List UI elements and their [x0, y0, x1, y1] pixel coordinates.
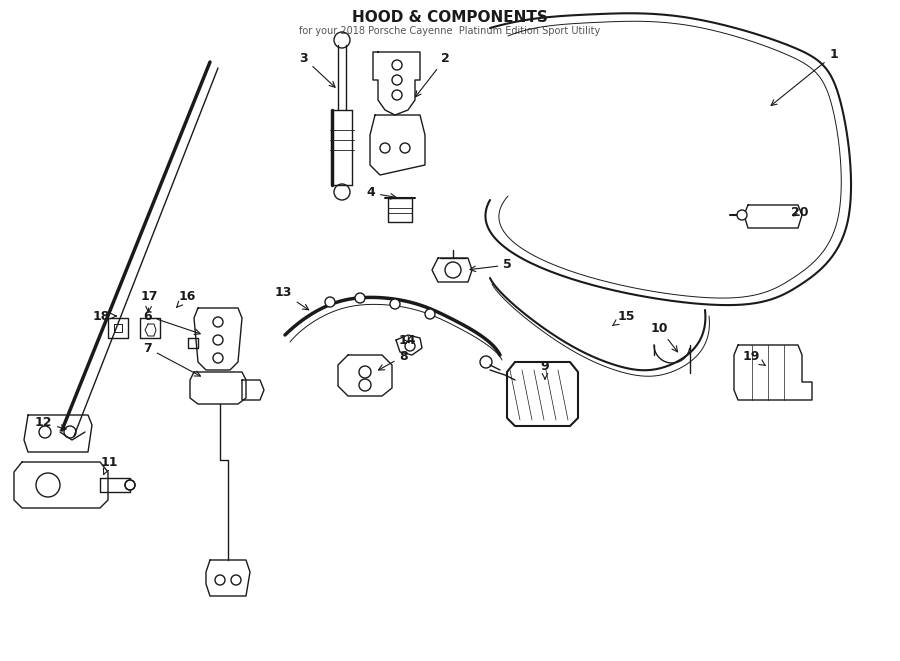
- Text: 15: 15: [612, 309, 635, 326]
- Circle shape: [390, 299, 400, 309]
- Text: 12: 12: [34, 416, 66, 430]
- Text: 6: 6: [143, 309, 200, 334]
- Text: 18: 18: [93, 309, 116, 323]
- Text: 3: 3: [300, 52, 335, 87]
- Text: 16: 16: [176, 290, 196, 307]
- Text: 8: 8: [379, 350, 408, 370]
- Text: 9: 9: [541, 360, 549, 379]
- Circle shape: [425, 309, 435, 319]
- Text: 10: 10: [651, 321, 678, 352]
- Text: 2: 2: [416, 52, 450, 97]
- Text: 19: 19: [742, 350, 765, 366]
- Text: 7: 7: [143, 342, 201, 376]
- Text: 1: 1: [771, 48, 838, 106]
- Text: 20: 20: [790, 206, 808, 219]
- Text: 14: 14: [399, 334, 416, 346]
- Circle shape: [355, 293, 365, 303]
- Text: 13: 13: [274, 286, 309, 310]
- Text: for your 2018 Porsche Cayenne  Platinum Edition Sport Utility: for your 2018 Porsche Cayenne Platinum E…: [300, 26, 600, 36]
- Text: 5: 5: [470, 258, 512, 272]
- Text: 11: 11: [101, 455, 118, 475]
- Circle shape: [325, 297, 335, 307]
- Circle shape: [125, 480, 135, 490]
- Circle shape: [737, 210, 747, 220]
- Text: 4: 4: [366, 186, 396, 200]
- Text: 17: 17: [140, 290, 158, 312]
- Text: HOOD & COMPONENTS: HOOD & COMPONENTS: [352, 10, 548, 25]
